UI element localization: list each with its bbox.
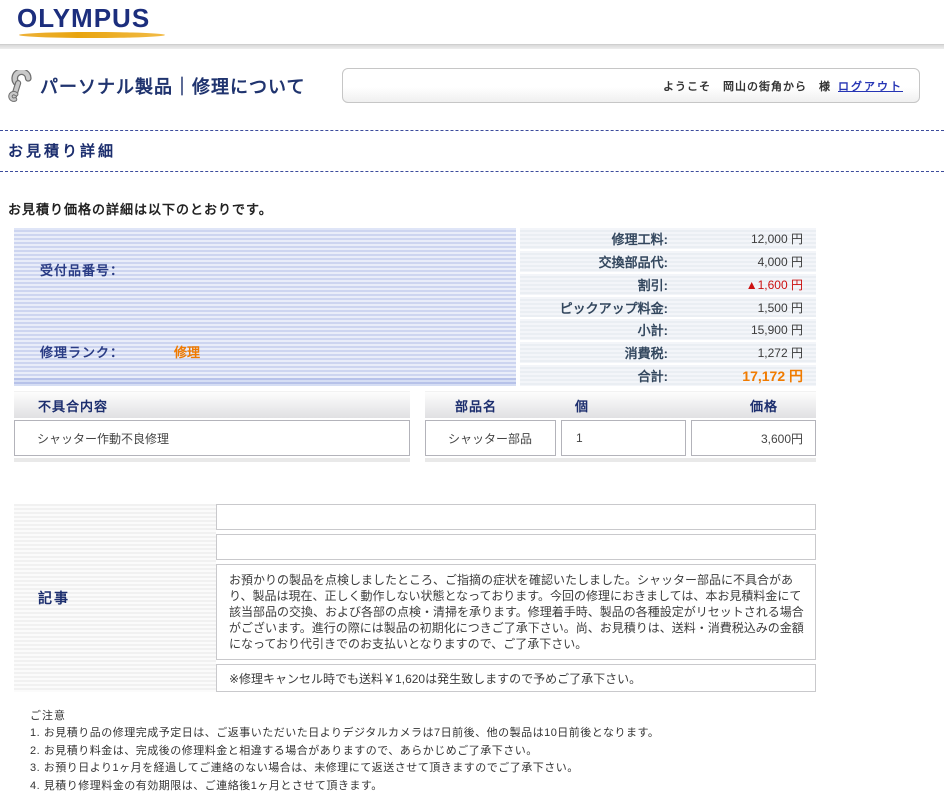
remarks-label-col: 記事 <box>14 504 216 692</box>
fault-table-header: 不具合内容 <box>14 391 410 418</box>
remarks-section: 記事 お預かりの製品を点検しましたところ、ご指摘の症状を確認いたしました。シャッ… <box>14 504 816 692</box>
table-shadow <box>14 458 410 462</box>
cancel-note: ※修理キャンセル時でも送料￥1,620は発生致しますので予めご了承下さい。 <box>216 664 816 692</box>
dotted-divider-bottom <box>0 171 944 172</box>
price-value: 12,000 円 <box>668 230 816 247</box>
tables-row: 不具合内容 シャッター作動不良修理 部品名 個 価格 シャッター部品 1 3,6… <box>14 391 944 462</box>
part-name-cell: シャッター部品 <box>425 420 556 456</box>
remark-empty-row <box>216 534 816 560</box>
table-shadow <box>425 458 816 462</box>
remarks-body: お預かりの製品を点検しましたところ、ご指摘の症状を確認いたしました。シャッター部… <box>216 564 816 660</box>
price-value: 1,500 円 <box>668 299 816 316</box>
price-value: 4,000 円 <box>668 253 816 270</box>
repair-rank-value: 修理 <box>174 342 200 361</box>
price-row-tax: 消費税: 1,272 円 <box>520 342 816 363</box>
wrench-icon <box>8 70 35 102</box>
remark-empty-row <box>216 504 816 530</box>
intro-text: お見積り価格の詳細は以下のとおりです。 <box>8 199 944 218</box>
note-item: 3. お預り日より1ヶ月を経過してご連絡のない場合は、未修理にて返送させて頂きま… <box>30 760 944 778</box>
note-item: 1. お見積り品の修理完成予定日は、ご返事いただいた日よりデジタルカメラは7日前… <box>30 725 944 743</box>
page-title: パーソナル製品｜修理について <box>40 73 305 99</box>
price-row-subtotal: 小計: 15,900 円 <box>520 319 816 340</box>
price-row-parts: 交換部品代: 4,000 円 <box>520 251 816 272</box>
notes-title: ご注意 <box>30 708 944 725</box>
repair-rank-label: 修理ランク： <box>40 342 124 361</box>
price-list: 修理工料: 12,000 円 交換部品代: 4,000 円 割引: ▲1,600… <box>520 228 816 386</box>
header-title-wrap: パーソナル製品｜修理について <box>8 70 305 102</box>
price-row-discount: 割引: ▲1,600 円 <box>520 274 816 295</box>
price-label: 消費税: <box>520 343 668 362</box>
fault-table-body: シャッター作動不良修理 <box>14 420 410 456</box>
price-label: ピックアップ料金: <box>520 298 668 317</box>
estimate-block: 受付品番号： 修理ランク： 修理 修理工料: 12,000 円 交換部品代: 4… <box>14 228 816 386</box>
logout-link[interactable]: ログアウト <box>838 78 903 94</box>
logo-bar: OLYMPUS <box>0 0 944 38</box>
parts-table: 部品名 個 価格 シャッター部品 1 3,600円 <box>425 391 816 462</box>
part-qty-cell: 1 <box>561 420 686 456</box>
welcome-text: ようこそ 岡山の街角から 様 <box>663 78 831 94</box>
price-value: 1,272 円 <box>668 344 816 361</box>
parts-header-price: 価格 <box>686 396 778 415</box>
page-header: パーソナル製品｜修理について ようこそ 岡山の街角から 様 ログアウト <box>0 49 944 103</box>
remarks-label: 記事 <box>14 588 70 608</box>
price-value: 17,172 円 <box>668 366 816 386</box>
welcome-box: ようこそ 岡山の街角から 様 ログアウト <box>342 68 920 103</box>
parts-header-name: 部品名 <box>425 396 561 415</box>
parts-header-qty: 個 <box>561 396 686 415</box>
price-label: 小計: <box>520 320 668 339</box>
parts-table-header: 部品名 個 価格 <box>425 391 816 418</box>
part-price-cell: 3,600円 <box>691 420 816 456</box>
price-row-labor: 修理工料: 12,000 円 <box>520 228 816 249</box>
section-title: お見積り詳細 <box>0 131 944 171</box>
note-item: 2. お見積り料金は、完成後の修理料金と相違する場合がありますので、あらかじめご… <box>30 743 944 761</box>
parts-table-row: シャッター部品 1 3,600円 <box>425 420 816 456</box>
note-item: 4. 見積り修理料金の有効期限は、ご連絡後1ヶ月とさせて頂きます。 <box>30 778 944 795</box>
fault-table: 不具合内容 シャッター作動不良修理 <box>14 391 410 462</box>
price-row-pickup: ピックアップ料金: 1,500 円 <box>520 297 816 318</box>
price-label: 割引: <box>520 275 668 294</box>
price-row-total: 合計: 17,172 円 <box>520 365 816 386</box>
remarks-rows: お預かりの製品を点検しましたところ、ご指摘の症状を確認いたしました。シャッター部… <box>216 504 816 692</box>
reception-number-label: 受付品番号： <box>40 260 124 279</box>
price-label: 交換部品代: <box>520 252 668 271</box>
fault-cell: シャッター作動不良修理 <box>14 420 410 456</box>
price-value: 15,900 円 <box>668 321 816 338</box>
footer-notes: ご注意 1. お見積り品の修理完成予定日は、ご返事いただいた日よりデジタルカメラ… <box>30 708 944 795</box>
price-value: ▲1,600 円 <box>668 276 816 293</box>
price-label: 合計: <box>520 366 668 385</box>
price-label: 修理工料: <box>520 229 668 248</box>
olympus-logo: OLYMPUS <box>17 5 150 32</box>
reception-box: 受付品番号： 修理ランク： 修理 <box>14 228 516 386</box>
